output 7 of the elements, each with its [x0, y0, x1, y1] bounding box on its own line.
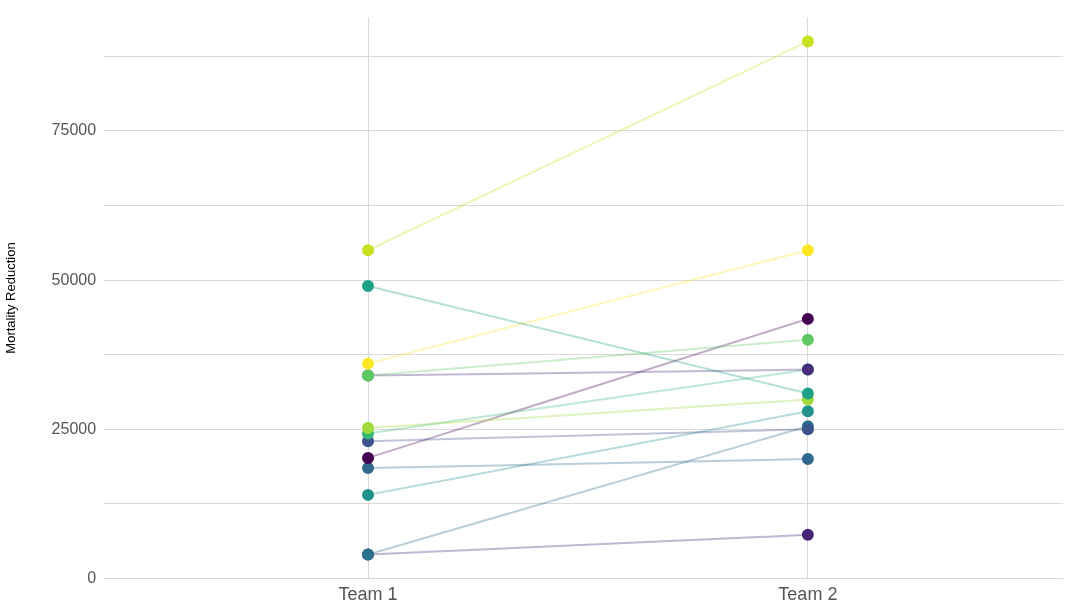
y-tick-label: 25000 — [51, 419, 97, 437]
x-tick-label: Team 2 — [778, 584, 838, 605]
y-tick-label: 75000 — [51, 121, 97, 139]
x-tick-label: Team 1 — [338, 584, 398, 605]
y-tick-label: 0 — [87, 568, 97, 586]
y-tick-label: 50000 — [51, 270, 97, 288]
y-axis-title: Mortality Reduction — [3, 242, 19, 354]
